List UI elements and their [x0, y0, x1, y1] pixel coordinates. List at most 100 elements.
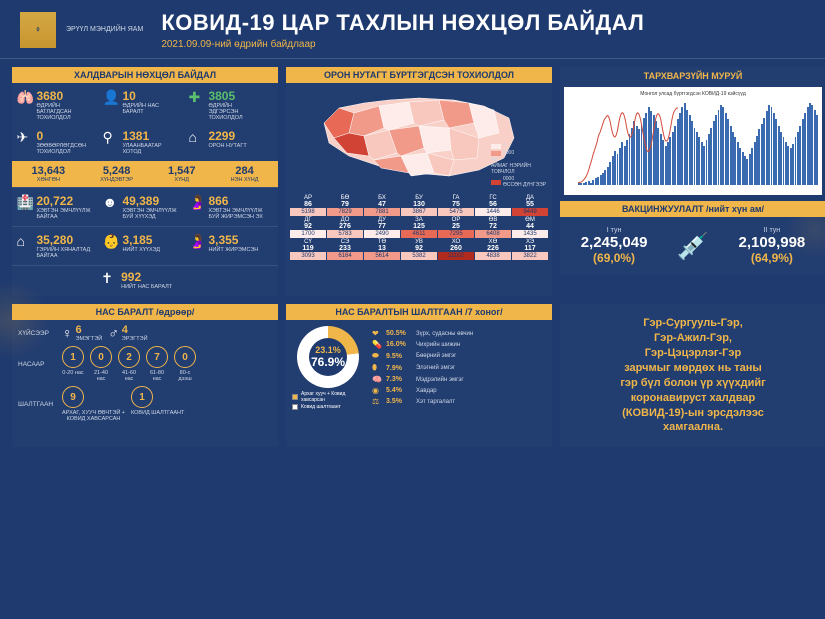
stat-icon: 🤰: [188, 233, 204, 259]
region-cell: ГС 56 1446: [475, 195, 511, 216]
stat-num: 2299: [208, 129, 246, 143]
region-cell: ӨМ 44 1435: [512, 217, 548, 238]
cause-icon: 💊: [372, 340, 382, 349]
death-num: 6: [76, 324, 82, 336]
severity-num: 284: [231, 165, 259, 177]
death-circle: 1: [131, 386, 153, 408]
region-cell: ӨВ 72 6408: [475, 217, 511, 238]
severity-num: 1,547: [168, 165, 196, 177]
death-circle: 1: [62, 346, 84, 368]
donut-p2: 76.9%: [311, 355, 345, 369]
cause-name: Чихрийн шижин: [416, 342, 460, 348]
legend-swatch: [491, 144, 501, 149]
death-item: 7 61-80нас: [146, 346, 168, 382]
region-cell: БХ 47 7881: [364, 195, 400, 216]
legend-swatch: [491, 180, 501, 185]
region-cell: БУ 130 3867: [401, 195, 437, 216]
stat-label: НИЙТ НАС БАРАЛТ: [121, 284, 172, 290]
death-item: 1 КОВИД ШАЛТГААНТ: [131, 386, 184, 422]
deaths-cause-row: ШАЛТГААН 9 АРХАГ, ХУУЧ ӨВЧТЭЙ +КОВИД ХАВ…: [18, 386, 272, 422]
death-sub: 61-80нас: [146, 370, 168, 382]
region-cumulative: 6408: [475, 230, 511, 238]
legend-label: 0000: [503, 150, 514, 156]
region-cell: ДУ 77 2490: [364, 217, 400, 238]
vac-title: ВАКЦИНЖУУЛАЛТ /нийт хүн ам/: [560, 201, 825, 217]
region-cell: ГА 75 5475: [438, 195, 474, 216]
legend-item: Ковид шалтгаант: [292, 404, 364, 410]
death-item: 0 80-сдээш: [174, 346, 196, 382]
dose1-num: 2,245,049: [581, 234, 648, 251]
map-legend-item: 0000: [491, 150, 546, 156]
cause-pct: 7.3%: [386, 376, 412, 383]
stat-icon: 👤: [102, 89, 118, 121]
stat-icon: ⌂: [188, 129, 204, 155]
region-row: СҮ 119 3093 СЭ 233 6164 ТӨ 13 5614 УВ 92…: [290, 239, 548, 260]
cause-item: 💊 16.0% Чихрийн шижин: [372, 340, 546, 349]
region-cases: 86: [290, 201, 326, 208]
cause-icon: ❤: [372, 329, 382, 338]
legend-label: Ковид шалтгаант: [301, 404, 341, 410]
severity-num: 5,248: [100, 165, 133, 177]
region-cases: 72: [475, 223, 511, 230]
chart-bars: [578, 103, 818, 185]
cause-pct: 16.0%: [386, 341, 412, 348]
cause-icon: 🧠: [372, 375, 382, 384]
stat-label: УЛААНБААТАРХОТОД: [122, 143, 161, 155]
deaths-sex-row: ХҮЙСЭЭР ♀ 6 ЭМЭГТЭЙ ♂ 4 ЭРЭГТЭЙ: [18, 324, 272, 342]
sex-icon: ♂: [108, 325, 119, 341]
stat-item: ⚲ 1381 УЛААНБААТАРХОТОД: [102, 129, 187, 155]
stat-label: ГЭРИЙН ХЯНАЛТАДБАЙГАА: [36, 247, 90, 259]
stat-icon: 🏥: [16, 194, 32, 220]
region-cases: 92: [401, 245, 437, 252]
stat-item: ✚ 3805 ӨДРИЙНЭДГЭРСЭНТОХИОЛДОЛ: [188, 89, 273, 121]
deaths-cause-items: 9 АРХАГ, ХУУЧ ӨВЧТЭЙ +КОВИД ХАВСАРСАН 1 …: [62, 386, 272, 422]
cause-icon: ⚖: [372, 397, 382, 406]
region-cases: 44: [512, 223, 548, 230]
region-row: ДГ 92 1700 ДО 276 5783 ДУ 77 2490 ЗА 125…: [290, 217, 548, 238]
region-cell: ДА 55 9449: [512, 195, 548, 216]
death-sub: 21-40нас: [90, 370, 112, 382]
cause-pct: 5.4%: [386, 387, 412, 394]
stat-item: 🤰 3,355 НИЙТ ЖИРЭМСЭН: [188, 233, 273, 259]
cause-name: Бөөрний эмгэг: [416, 353, 456, 359]
stat-num: 20,722: [36, 194, 90, 208]
message-panel: Гэр-Сургууль-Гэр,Гэр-Ажил-Гэр,Гэр-Цэцэрл…: [560, 304, 825, 447]
severity-label: ХҮНД: [168, 177, 196, 183]
death-circle: 7: [146, 346, 168, 368]
chart-title: ТАРХВАРЗҮЙН МУРУЙ: [560, 67, 825, 83]
region-cases: 47: [364, 201, 400, 208]
cause-item: ◉ 5.4% Хавдар: [372, 386, 546, 395]
region-cases: 260: [438, 245, 474, 252]
stat-label: НИЙТ ХҮҮХЭД: [122, 247, 160, 253]
stat-item: ✝ 992 НИЙТ НАС БАРАЛТ: [101, 270, 189, 290]
stat-label: ӨДРИЙНЭДГЭРСЭНТОХИОЛДОЛ: [208, 103, 242, 121]
legend-label: 0: [503, 143, 506, 149]
stat-icon: 🤰: [188, 194, 204, 220]
dose2: II тун 2,109,998 (64,9%): [739, 227, 806, 265]
deaths-body: ХҮЙСЭЭР ♀ 6 ЭМЭГТЭЙ ♂ 4 ЭРЭГТЭЙ НАСААР 1…: [12, 320, 278, 430]
region-cell: УВ 92 5382: [401, 239, 437, 260]
region-cases: 13: [364, 245, 400, 252]
cause-title: НАС БАРАЛТЫН ШАЛТГААН /7 хоног/: [286, 304, 552, 320]
region-cumulative: 4838: [475, 252, 511, 260]
region-cases: 79: [327, 201, 363, 208]
donut-p1: 23.1%: [315, 345, 341, 355]
region-cell: АР 86 5198: [290, 195, 326, 216]
cause-name: Зүрх, судасны өвчин: [416, 331, 473, 337]
epi-chart: Монгол улсад бүртгэгдсэн КОВИД-19 кэйсүү…: [564, 87, 822, 195]
cause-name: Мэдрэлийн эмгэг: [416, 377, 464, 383]
stat-num: 992: [121, 270, 172, 284]
death-circle: 9: [62, 386, 84, 408]
map-panel: ОРОН НУТАГТ БҮРТГЭГДСЭН ТОХИОЛДОЛ: [286, 67, 552, 296]
region-cases: 125: [401, 223, 437, 230]
death-circle: 0: [90, 346, 112, 368]
region-cell: ХЭ 117 3822: [512, 239, 548, 260]
region-cell: ЗА 125 4611: [401, 217, 437, 238]
region-cumulative: 11102: [438, 252, 474, 260]
message-text: Гэр-Сургууль-Гэр,Гэр-Ажил-Гэр,Гэр-Цэцэрл…: [560, 304, 825, 447]
deaths-age-label: НАСААР: [18, 361, 62, 368]
header: ⬨ ЭРҮҮЛ МЭНДИЙН ЯАМ КОВИД-19 ЦАР ТАХЛЫН …: [0, 0, 825, 59]
cause-icon: ◉: [372, 386, 382, 395]
map-legend-item: 0000ӨССӨН ДҮНГЭЭР: [491, 176, 546, 188]
stat-num: 10: [122, 89, 159, 103]
